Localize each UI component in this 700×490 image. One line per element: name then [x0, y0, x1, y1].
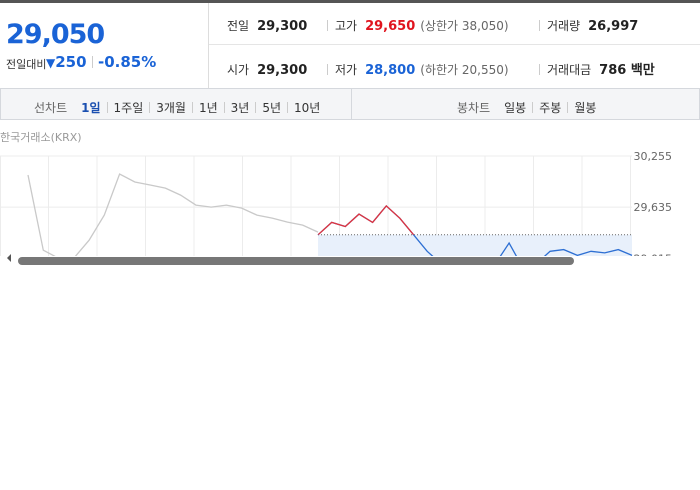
- price-panel: 29,050 전일대비 ▼250 -0.85%: [0, 3, 209, 88]
- sep: [255, 102, 257, 113]
- tab[interactable]: 일봉: [504, 101, 527, 115]
- change-label: 전일대비: [6, 58, 47, 71]
- sep: [287, 102, 289, 113]
- sep: [191, 102, 193, 113]
- stat: 저가 28,800 (하한가 20,550): [327, 59, 509, 78]
- change-rate: -0.85%: [98, 53, 157, 71]
- stat-note: (하한가 20,550): [420, 63, 509, 77]
- sep: [327, 20, 328, 31]
- current-price: 29,050: [6, 19, 105, 50]
- stat: 시가 29,300: [227, 59, 307, 78]
- stat-value: 786 백만: [599, 63, 655, 78]
- today-line-up: [317, 204, 415, 235]
- stat-value: 29,650: [365, 19, 416, 34]
- change: ▼250: [46, 53, 87, 71]
- tab[interactable]: 주봉: [539, 101, 562, 115]
- stat: 거래대금 786 백만: [539, 59, 655, 78]
- divider: [92, 56, 93, 68]
- tab[interactable]: 10년: [294, 101, 321, 115]
- scroll-left[interactable]: [7, 254, 11, 262]
- tab-label: 봉차트: [457, 101, 491, 115]
- stat-label: 전일: [227, 19, 250, 33]
- stat: 고가 29,650 (상한가 38,050): [327, 15, 509, 34]
- tab-label: 선차트: [34, 101, 68, 115]
- tab[interactable]: 월봉: [574, 101, 597, 115]
- stat-value: 29,300: [257, 19, 308, 34]
- tab[interactable]: 1년: [198, 101, 218, 115]
- history-line: [27, 173, 319, 256]
- stat-value: 29,300: [257, 63, 308, 78]
- stats-panel: 전일 29,300 고가 29,650 (상한가 38,050) 거래량 26,997 시가 2…: [209, 3, 700, 88]
- source: 한국거래소(KRX): [0, 131, 82, 144]
- y-tick-label: 29,015: [634, 252, 673, 265]
- sep: [539, 20, 540, 31]
- stat-label: 시가: [227, 63, 250, 77]
- stat-value: 28,800: [365, 63, 416, 78]
- sep: [539, 64, 540, 75]
- line-tabs: 선차트 1일 1주일 3개월 1년 3년 5년 10년: [34, 97, 320, 116]
- stat: 전일 29,300: [227, 15, 307, 34]
- tab[interactable]: 3개월: [156, 101, 186, 115]
- stat: 거래량 26,997: [539, 15, 638, 34]
- stat-label: 거래량: [547, 19, 581, 33]
- plot: 30,255 29,635 29,015: [0, 150, 673, 265]
- sep: [532, 102, 534, 113]
- down-area: [318, 234, 632, 256]
- stat-note: (상한가 38,050): [420, 19, 509, 33]
- stat-label: 저가: [335, 63, 358, 77]
- change-value: 250: [55, 53, 87, 71]
- stat-label: 고가: [335, 19, 358, 33]
- sep: [149, 102, 151, 113]
- y-tick-label: 29,635: [634, 201, 673, 214]
- stat-label: 거래대금: [547, 63, 592, 77]
- stat-value: 26,997: [588, 19, 639, 34]
- top-border: [0, 0, 700, 3]
- y-tick-label: 30,255: [634, 150, 673, 163]
- sep: [223, 102, 225, 113]
- tab[interactable]: 1주일: [113, 101, 144, 115]
- divider: [351, 89, 352, 119]
- tab[interactable]: 1일: [81, 101, 101, 115]
- scrollbar[interactable]: [18, 257, 574, 265]
- tab[interactable]: 3년: [230, 101, 250, 115]
- sep: [106, 102, 108, 113]
- candle-tabs: 봉차트 일봉 주봉 월봉: [457, 97, 596, 116]
- sep: [327, 64, 328, 75]
- divider: [209, 44, 700, 45]
- sep: [567, 102, 569, 113]
- tab[interactable]: 5년: [262, 101, 282, 115]
